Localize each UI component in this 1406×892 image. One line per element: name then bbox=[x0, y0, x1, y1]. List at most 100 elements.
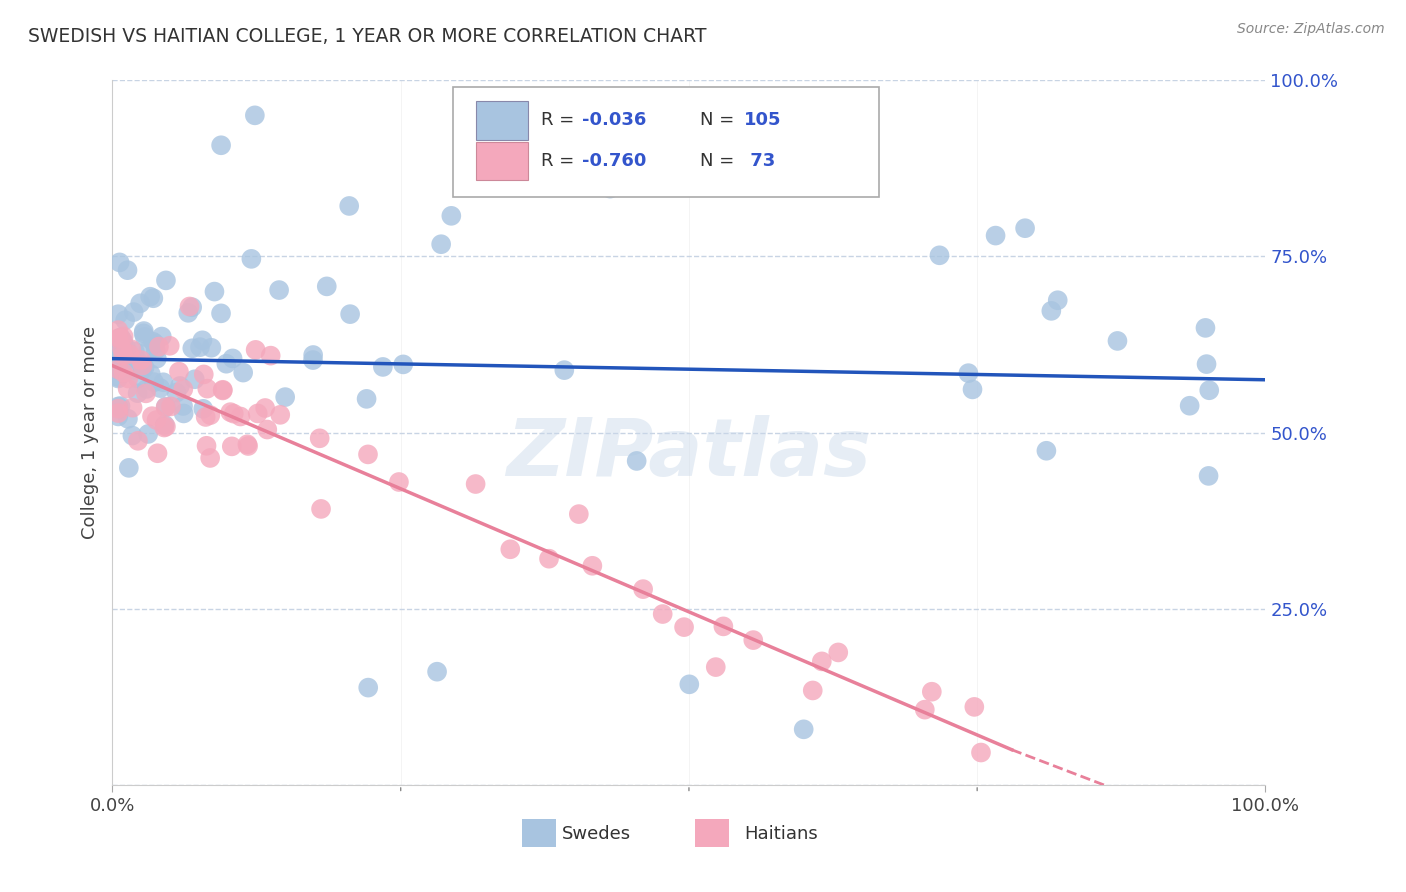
Point bbox=[143, 336, 166, 351]
Point bbox=[204, 285, 226, 299]
Point bbox=[107, 400, 129, 414]
Point bbox=[149, 381, 172, 395]
Point bbox=[673, 620, 696, 634]
Point bbox=[194, 409, 217, 424]
Point bbox=[110, 330, 132, 344]
Point bbox=[117, 382, 139, 396]
Point bbox=[184, 372, 207, 386]
Point bbox=[115, 341, 138, 355]
Point bbox=[134, 360, 156, 375]
Point bbox=[107, 334, 129, 348]
Point bbox=[117, 371, 139, 385]
Point bbox=[107, 406, 129, 420]
Point bbox=[111, 342, 134, 356]
Point bbox=[537, 551, 560, 566]
Point bbox=[219, 405, 242, 419]
Point bbox=[132, 324, 155, 338]
Text: N =: N = bbox=[700, 112, 741, 129]
Point bbox=[1035, 443, 1057, 458]
Point bbox=[153, 420, 176, 434]
Point bbox=[134, 330, 156, 344]
Point bbox=[135, 386, 157, 401]
Point bbox=[827, 645, 849, 659]
Point bbox=[302, 348, 325, 362]
Point bbox=[651, 607, 673, 621]
Point bbox=[112, 329, 135, 343]
Point bbox=[499, 542, 522, 557]
Point bbox=[114, 313, 136, 327]
Point bbox=[801, 683, 824, 698]
Point bbox=[193, 368, 215, 382]
Point bbox=[169, 379, 191, 393]
Point bbox=[1107, 334, 1129, 348]
Point bbox=[142, 291, 165, 305]
Point bbox=[957, 366, 980, 380]
Point bbox=[107, 371, 129, 385]
Point bbox=[339, 307, 361, 321]
Point bbox=[131, 359, 153, 373]
Point bbox=[112, 348, 135, 362]
Point bbox=[914, 703, 936, 717]
Point bbox=[112, 334, 135, 348]
Point bbox=[118, 460, 141, 475]
Point bbox=[426, 665, 449, 679]
Point bbox=[308, 431, 330, 445]
FancyBboxPatch shape bbox=[453, 87, 879, 196]
Point bbox=[181, 341, 204, 355]
Point bbox=[112, 366, 135, 380]
Point bbox=[209, 138, 232, 153]
Point bbox=[117, 411, 139, 425]
Point bbox=[963, 699, 986, 714]
Point bbox=[232, 366, 254, 380]
Point bbox=[221, 351, 243, 366]
Point bbox=[107, 409, 129, 424]
Point bbox=[181, 300, 204, 314]
Point bbox=[260, 349, 283, 363]
Point bbox=[1040, 304, 1063, 318]
Point bbox=[155, 401, 177, 415]
Text: ZIPatlas: ZIPatlas bbox=[506, 415, 872, 492]
Text: 73: 73 bbox=[744, 152, 776, 169]
Point bbox=[221, 439, 243, 453]
Point bbox=[928, 248, 950, 262]
Text: Haitians: Haitians bbox=[744, 825, 818, 843]
Point bbox=[135, 382, 157, 396]
Point bbox=[704, 660, 727, 674]
Point bbox=[240, 252, 263, 266]
Point bbox=[200, 408, 222, 422]
Point bbox=[145, 343, 167, 357]
Point bbox=[107, 363, 129, 377]
Point bbox=[121, 428, 143, 442]
Point bbox=[195, 382, 218, 396]
Point bbox=[211, 384, 233, 398]
Point bbox=[599, 181, 621, 195]
Point bbox=[107, 331, 129, 345]
Point bbox=[139, 367, 162, 381]
Point bbox=[107, 307, 129, 321]
Point bbox=[229, 409, 252, 424]
Point bbox=[110, 399, 132, 413]
Point bbox=[711, 619, 734, 633]
Point bbox=[970, 746, 993, 760]
Point bbox=[121, 401, 143, 415]
Point bbox=[357, 681, 380, 695]
Point bbox=[356, 392, 378, 406]
Point bbox=[141, 409, 163, 424]
Point bbox=[246, 406, 269, 420]
Point bbox=[110, 331, 132, 345]
Point bbox=[678, 677, 700, 691]
Text: 105: 105 bbox=[744, 112, 782, 129]
Point bbox=[117, 263, 139, 277]
Point bbox=[1178, 399, 1201, 413]
Text: R =: R = bbox=[541, 112, 581, 129]
Point bbox=[269, 408, 291, 422]
Point bbox=[626, 454, 648, 468]
Point bbox=[125, 353, 148, 368]
Point bbox=[1198, 384, 1220, 398]
Point bbox=[793, 723, 815, 737]
Point bbox=[631, 582, 654, 596]
Point bbox=[139, 290, 162, 304]
Point bbox=[155, 400, 177, 414]
Point bbox=[107, 345, 129, 359]
Point bbox=[138, 343, 160, 357]
